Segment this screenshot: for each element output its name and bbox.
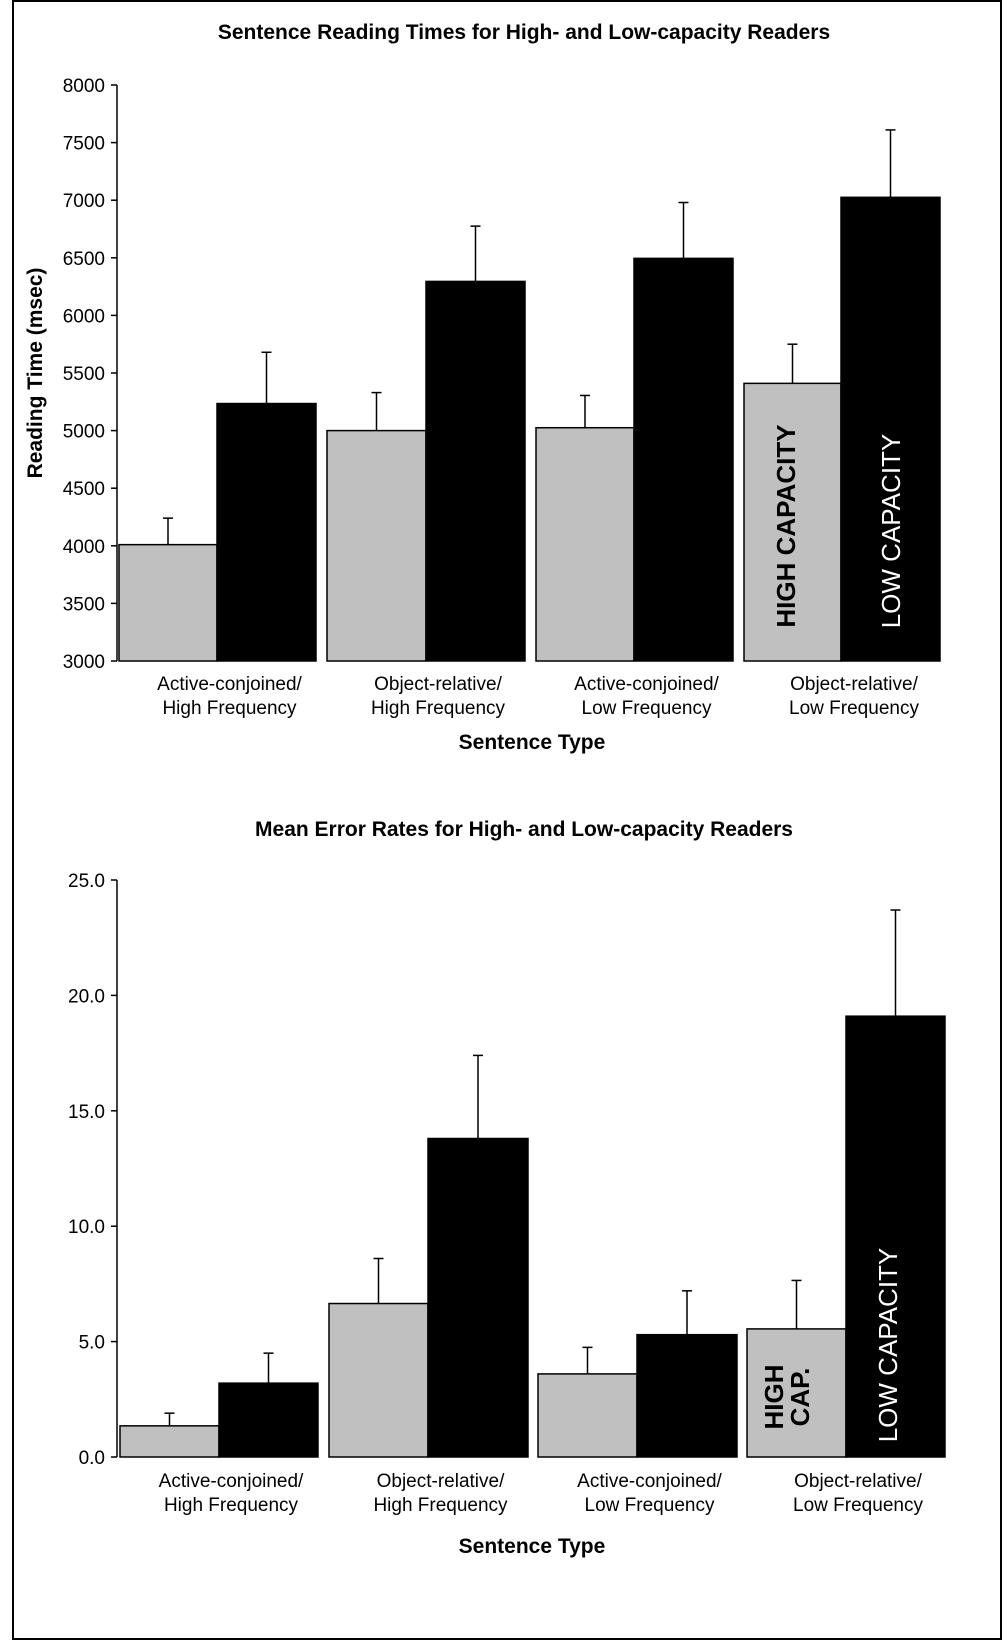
figure-frame xyxy=(12,0,1002,1640)
category-label: Low Frequency xyxy=(585,1495,715,1516)
category-label: High Frequency xyxy=(373,1495,508,1516)
low-capacity-label: LOW CAPACITY xyxy=(876,434,906,629)
y-axis-title: Reading Time (msec) xyxy=(24,268,47,479)
high-capacity-bar xyxy=(326,429,427,662)
low-capacity-bar xyxy=(633,257,734,662)
category-label: High Frequency xyxy=(164,1495,299,1516)
y-tick-label: 7000 xyxy=(63,191,105,212)
y-tick-label: 15.0 xyxy=(68,1102,105,1123)
category-label: Object-relative/ xyxy=(377,1471,505,1492)
low-capacity-bar xyxy=(425,280,526,662)
y-tick-label: 5000 xyxy=(63,422,105,443)
low-capacity-bar xyxy=(216,402,317,662)
y-tick-label: 4500 xyxy=(63,479,105,500)
y-tick-label: 25.0 xyxy=(68,871,105,892)
high-capacity-bar xyxy=(537,1373,638,1458)
high-capacity-bar xyxy=(328,1302,429,1458)
category-label: Object-relative/ xyxy=(374,674,502,695)
low-capacity-bar xyxy=(845,1015,946,1458)
high-capacity-bar xyxy=(118,543,218,662)
y-tick-label: 4000 xyxy=(63,537,105,558)
category-label: Active-conjoined/ xyxy=(574,674,719,695)
chart-title: Sentence Reading Times for High- and Low… xyxy=(218,21,830,44)
category-label: Active-conjoined/ xyxy=(157,674,302,695)
category-label: High Frequency xyxy=(371,698,506,719)
high-capacity-bar xyxy=(119,1425,220,1458)
chart-2: Mean Error Rates for High- and Low-capac… xyxy=(68,818,946,1558)
y-tick-label: 7500 xyxy=(63,134,105,155)
x-axis-title: Sentence Type xyxy=(459,1535,606,1558)
y-tick-label: 10.0 xyxy=(68,1217,105,1238)
low-capacity-bar xyxy=(840,196,941,662)
category-label: Low Frequency xyxy=(582,698,712,719)
category-label: Active-conjoined/ xyxy=(159,1471,304,1492)
low-capacity-label: LOW CAPACITY xyxy=(873,1248,903,1443)
category-label: High Frequency xyxy=(162,698,297,719)
category-label: Object-relative/ xyxy=(790,674,918,695)
low-capacity-bar xyxy=(218,1382,319,1458)
y-tick-label: 0.0 xyxy=(79,1448,105,1469)
y-tick-label: 5500 xyxy=(63,364,105,385)
high-capacity-label: HIGH CAPACITY xyxy=(771,424,801,627)
y-tick-label: 3500 xyxy=(63,594,105,615)
x-axis-title: Sentence Type xyxy=(459,731,606,754)
y-tick-label: 8000 xyxy=(63,76,105,97)
category-label: Active-conjoined/ xyxy=(577,1471,722,1492)
category-label: Object-relative/ xyxy=(794,1471,922,1492)
high-capacity-label: CAP. xyxy=(785,1368,815,1427)
chart-title: Mean Error Rates for High- and Low-capac… xyxy=(255,818,793,841)
y-tick-label: 6000 xyxy=(63,306,105,327)
y-tick-label: 20.0 xyxy=(68,986,105,1007)
high-capacity-bar xyxy=(535,426,635,662)
category-label: Low Frequency xyxy=(789,698,919,719)
y-tick-label: 5.0 xyxy=(79,1333,105,1354)
category-label: Low Frequency xyxy=(793,1495,923,1516)
low-capacity-bar xyxy=(427,1137,529,1458)
y-tick-label: 3000 xyxy=(63,652,105,673)
chart-1: Sentence Reading Times for High- and Low… xyxy=(24,21,941,754)
low-capacity-bar xyxy=(636,1333,738,1458)
high-capacity-label: HIGH xyxy=(759,1365,789,1430)
high-capacity-bar xyxy=(746,1328,847,1458)
y-tick-label: 6500 xyxy=(63,249,105,270)
